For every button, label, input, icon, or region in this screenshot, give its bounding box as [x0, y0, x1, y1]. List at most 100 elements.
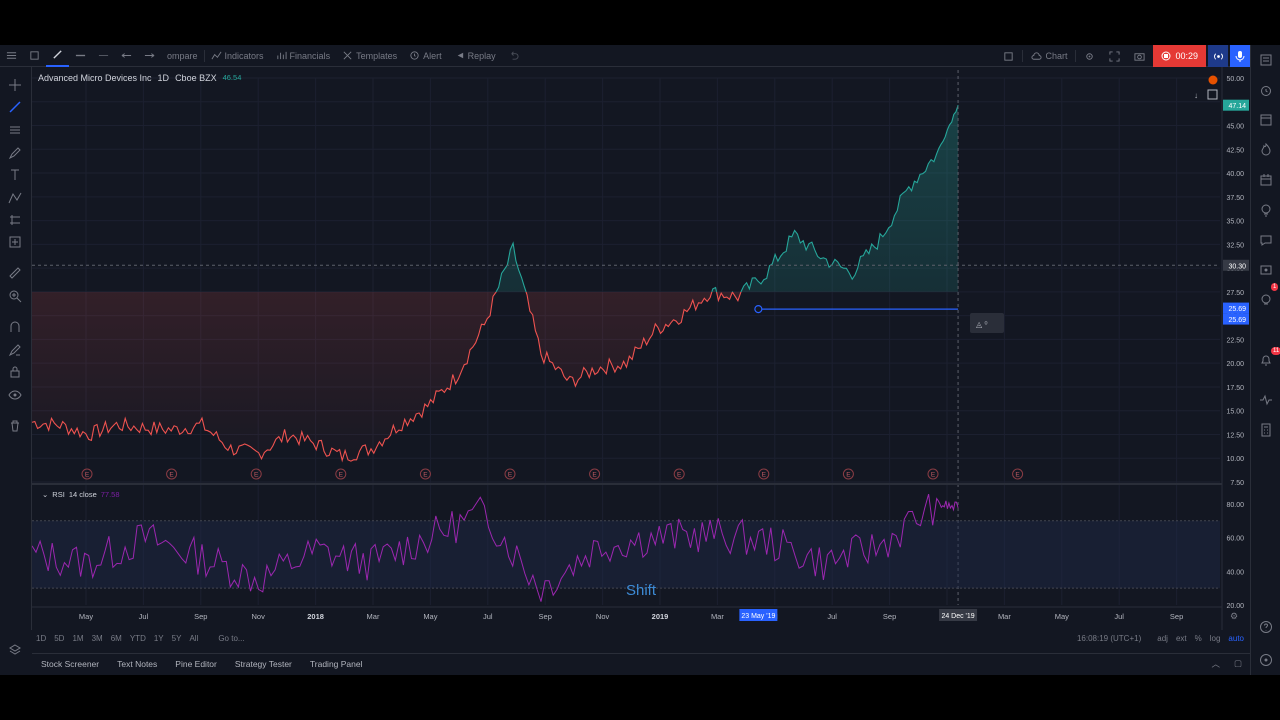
text-icon[interactable]: [8, 168, 22, 182]
clock-time[interactable]: 16:08:19 (UTC+1): [1076, 633, 1142, 643]
percent-toggle[interactable]: %: [1194, 633, 1202, 643]
settings-icon[interactable]: [1078, 45, 1101, 67]
chat-icon[interactable]: [1259, 233, 1273, 247]
broadcast-icon[interactable]: [1208, 45, 1228, 67]
financials-button[interactable]: Financials: [270, 45, 337, 67]
drawing-mode-icon[interactable]: [8, 343, 22, 357]
record-button[interactable]: 00:29: [1153, 45, 1206, 67]
tab-pine-editor[interactable]: Pine Editor: [175, 658, 217, 669]
pulse-icon[interactable]: [1259, 393, 1273, 407]
ext-toggle[interactable]: ext: [1175, 633, 1187, 643]
streams-icon[interactable]: [1259, 263, 1273, 277]
watchlist-icon[interactable]: [1259, 53, 1273, 67]
tab-trading-panel[interactable]: Trading Panel: [309, 658, 363, 669]
tab-text-notes[interactable]: Text Notes: [117, 658, 158, 669]
reset-chart-icon[interactable]: [1207, 89, 1218, 100]
symbol-legend[interactable]: Advanced Micro Devices Inc 1D Cboe BZX 4…: [38, 73, 241, 83]
line-style-icon[interactable]: [69, 45, 92, 67]
layout-icon[interactable]: [997, 45, 1020, 67]
line-tool-popup[interactable]: [970, 313, 1004, 333]
fib-icon[interactable]: [8, 123, 22, 137]
indicators-icon: [211, 51, 221, 60]
range-6m[interactable]: 6M: [110, 633, 122, 643]
menu-dots-icon[interactable]: [1259, 653, 1273, 667]
calculator-icon[interactable]: [1259, 423, 1273, 437]
undo-icon[interactable]: [502, 45, 525, 67]
price-axis-tick: 7.50: [1230, 480, 1244, 487]
data-status-icon[interactable]: [1208, 75, 1218, 85]
log-toggle[interactable]: log: [1209, 633, 1221, 643]
shapes-icon[interactable]: [8, 235, 22, 249]
earnings-marker[interactable]: [758, 468, 770, 480]
earnings-marker[interactable]: [842, 468, 854, 480]
scroll-to-latest-icon[interactable]: ↓: [1194, 91, 1198, 100]
arrow-left-icon[interactable]: [115, 45, 138, 67]
earnings-marker[interactable]: [927, 468, 939, 480]
range-3m[interactable]: 3M: [91, 633, 103, 643]
camera-icon[interactable]: [1128, 45, 1151, 67]
line-thin-icon[interactable]: [92, 45, 115, 67]
axis-settings-icon[interactable]: ⚙: [1230, 611, 1238, 621]
earnings-marker[interactable]: [335, 468, 347, 480]
range-5y[interactable]: 5Y: [171, 633, 182, 643]
zoom-icon[interactable]: [8, 289, 22, 303]
earnings-marker[interactable]: [250, 468, 262, 480]
pen-icon[interactable]: [8, 146, 22, 160]
lock-icon[interactable]: [8, 365, 22, 379]
adj-toggle[interactable]: adj: [1157, 633, 1168, 643]
tab-strategy-tester[interactable]: Strategy Tester: [234, 658, 292, 669]
rsi-legend[interactable]: ⌄ RSI 14 close 77.58: [42, 490, 120, 499]
collapse-chevron-icon[interactable]: ⌄: [42, 490, 49, 499]
ideas-icon[interactable]: [1259, 203, 1273, 217]
eye-icon[interactable]: [8, 388, 22, 402]
tab-stock-screener[interactable]: Stock Screener: [41, 658, 100, 669]
earnings-marker[interactable]: [1012, 468, 1024, 480]
goto-button[interactable]: Go to...: [218, 633, 245, 643]
earnings-marker[interactable]: [419, 468, 431, 480]
earnings-marker[interactable]: [166, 468, 178, 480]
price-chart[interactable]: ◬ ⁰EEEEEEEEEEEE50.0047.5045.0042.5040.00…: [0, 45, 1250, 675]
auto-toggle[interactable]: auto: [1228, 633, 1244, 643]
prediction-icon[interactable]: [8, 213, 22, 227]
line-tool-popup-icon[interactable]: ◬ ⁰: [976, 320, 988, 329]
trash-icon[interactable]: [8, 419, 22, 433]
pattern-icon[interactable]: [8, 191, 22, 205]
arrow-right-icon[interactable]: [138, 45, 161, 67]
range-5d[interactable]: 5D: [54, 633, 65, 643]
menu-icon[interactable]: [0, 45, 23, 67]
cursor-icon[interactable]: [23, 45, 46, 67]
calendar-icon[interactable]: [1259, 173, 1273, 187]
help-icon[interactable]: [1259, 620, 1273, 634]
range-all[interactable]: All: [189, 633, 199, 643]
data-window-icon[interactable]: [1259, 113, 1273, 127]
range-1y[interactable]: 1Y: [153, 633, 164, 643]
crosshair-icon[interactable]: [8, 78, 22, 92]
alert-button[interactable]: Alert: [403, 45, 448, 67]
maximize-panel-icon[interactable]: ▢: [1233, 658, 1242, 668]
trendline-icon[interactable]: [8, 100, 22, 114]
fullscreen-icon[interactable]: [1103, 45, 1126, 67]
indicators-button[interactable]: Indicators: [205, 45, 270, 67]
brush-icon[interactable]: [46, 45, 69, 67]
notifications-icon[interactable]: [1259, 353, 1273, 367]
idea-bulb-icon[interactable]: [1259, 293, 1273, 307]
chart-save-button[interactable]: Chart: [1025, 45, 1073, 67]
collapse-panel-icon[interactable]: ︿: [1211, 658, 1220, 669]
earnings-marker[interactable]: [504, 468, 516, 480]
replay-button[interactable]: Replay: [448, 45, 502, 67]
range-ytd[interactable]: YTD: [129, 633, 146, 643]
ruler-icon[interactable]: [8, 266, 22, 280]
magnet-icon[interactable]: [8, 320, 22, 334]
alarm-clock-icon[interactable]: [1259, 83, 1273, 97]
earnings-marker[interactable]: [589, 468, 601, 480]
trendline-anchor[interactable]: [754, 304, 763, 314]
compare-button[interactable]: ompare: [167, 50, 198, 61]
earnings-marker[interactable]: [81, 468, 93, 480]
earnings-marker[interactable]: [673, 468, 685, 480]
range-1d[interactable]: 1D: [36, 633, 47, 643]
hotlist-icon[interactable]: [1259, 142, 1273, 157]
templates-button[interactable]: Templates: [336, 45, 403, 67]
layers-icon[interactable]: [8, 643, 22, 657]
microphone-icon[interactable]: [1230, 45, 1250, 67]
range-1m[interactable]: 1M: [72, 633, 84, 643]
